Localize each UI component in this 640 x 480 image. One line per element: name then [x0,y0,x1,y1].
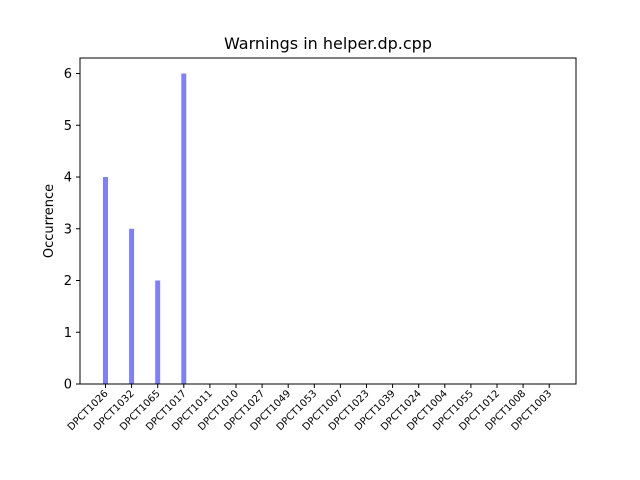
y-tick-label: 5 [64,119,72,134]
bar-DPCT1026 [103,177,108,384]
bar-DPCT1032 [129,228,135,384]
plot-frame [79,57,577,385]
y-tick-label: 2 [64,274,72,289]
y-tick-label: 1 [64,326,72,341]
bars-group [103,73,187,385]
y-axis-label: Occurrence [42,184,57,258]
y-tick-label: 0 [64,378,72,393]
chart-title: Warnings in helper.dp.cpp [224,34,432,53]
y-tick-label: 4 [64,171,72,186]
y-tick-label: 3 [64,222,72,237]
y-tick-label: 6 [64,67,72,82]
x-axis: DPCT1026DPCT1032DPCT1065DPCT1017DPCT1011… [66,384,554,433]
y-axis: 0 1 2 3 4 5 6 [64,67,80,393]
bar-DPCT1065 [155,280,161,384]
bar-DPCT1017 [181,73,187,385]
